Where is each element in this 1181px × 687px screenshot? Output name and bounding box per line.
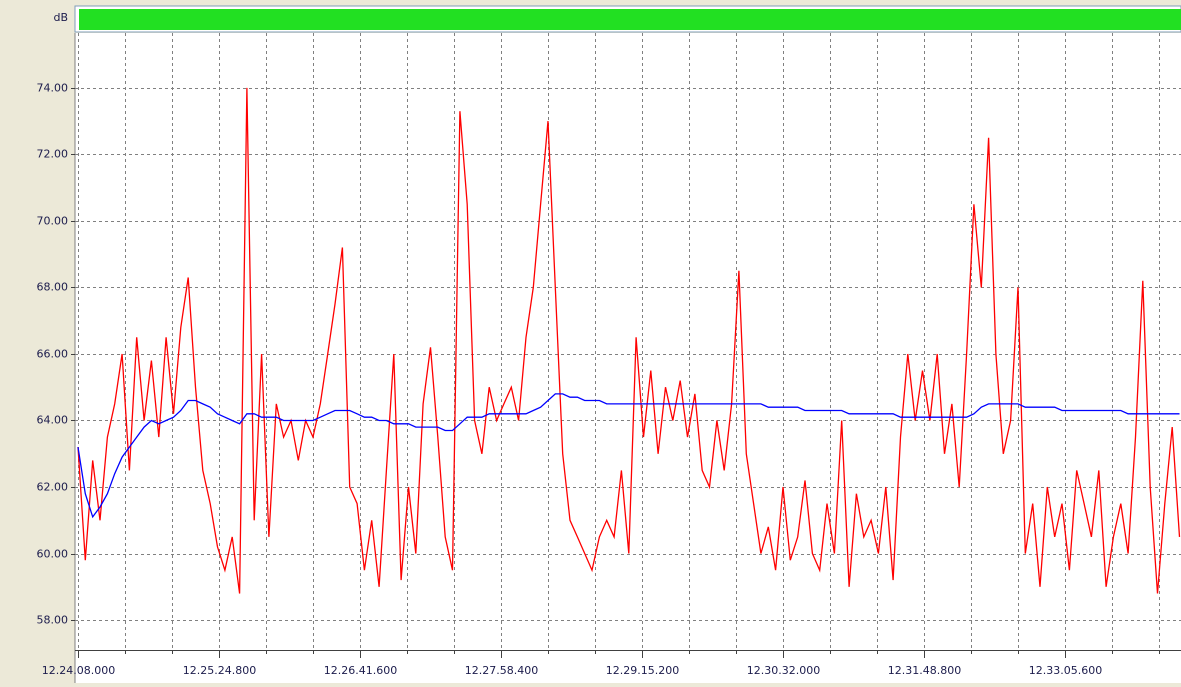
y-tick-label: 58.00 xyxy=(37,614,69,627)
y-axis-label: dB xyxy=(53,11,68,24)
x-tick-label: 12.29.15.200 xyxy=(606,664,679,677)
x-tick-label: 12.30.32.000 xyxy=(747,664,820,677)
y-tick-label: 74.00 xyxy=(37,82,69,95)
x-tick-label: 12.31.48.800 xyxy=(888,664,961,677)
y-tick-label: 66.00 xyxy=(37,348,69,361)
y-tick-label: 62.00 xyxy=(37,481,69,494)
y-tick-label: 64.00 xyxy=(37,414,69,427)
x-tick-label: 12.24.08.000 xyxy=(42,664,115,677)
x-tick-label: 12.25.24.800 xyxy=(183,664,256,677)
y-tick-label: 68.00 xyxy=(37,281,69,294)
y-tick-label: 72.00 xyxy=(37,148,69,161)
x-tick-label: 12.26.41.600 xyxy=(324,664,397,677)
level-bar xyxy=(79,9,1181,30)
y-tick-label: 70.00 xyxy=(37,215,69,228)
plot-area xyxy=(75,33,1181,683)
y-tick-label: 60.00 xyxy=(37,548,69,561)
x-tick-label: 12.33.05.600 xyxy=(1029,664,1102,677)
x-tick-label: 12.27.58.400 xyxy=(465,664,538,677)
